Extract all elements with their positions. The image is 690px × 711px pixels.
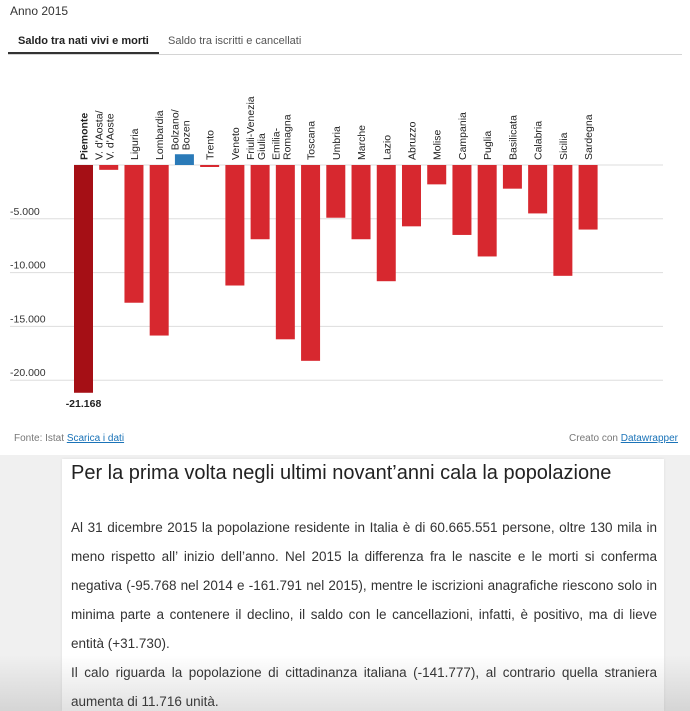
credit-note: Creato con Datawrapper (569, 433, 678, 444)
bar[interactable] (74, 165, 93, 393)
bar[interactable] (578, 165, 598, 230)
category-label: Bolzano/Bozen (169, 109, 192, 150)
category-label: Molise (432, 129, 444, 160)
y-tick-label: -20.000 (10, 367, 46, 379)
bar[interactable] (301, 165, 321, 361)
category-label: V. d'Aosta/V. d'Aoste (94, 110, 117, 160)
category-label: Friuli-VeneziaGiulia (245, 96, 268, 160)
tab-births-deaths[interactable]: Saldo tra nati vivi e morti (8, 28, 159, 54)
value-label: -21.168 (66, 398, 102, 410)
bar[interactable] (376, 165, 396, 282)
download-data-link[interactable]: Scarica i dati (66, 433, 125, 444)
article-title: Per la prima volta negli ultimi novant’a… (71, 462, 612, 484)
bar[interactable] (452, 165, 472, 235)
category-label: Abruzzo (406, 121, 418, 160)
chart-widget: Anno 2015 Saldo tra nati vivi e morti Sa… (0, 0, 690, 455)
tab-bar: Saldo tra nati vivi e morti Saldo tra is… (8, 28, 682, 55)
tab-registrations[interactable]: Saldo tra iscritti e cancellati (168, 35, 302, 47)
bar[interactable] (225, 165, 245, 286)
category-label: Veneto (230, 127, 242, 160)
bar[interactable] (200, 165, 220, 167)
category-label: Lazio (381, 135, 393, 160)
bar[interactable] (401, 165, 421, 227)
source-note: Fonte: Istat Scarica i dati (14, 433, 124, 444)
y-tick-label: -5.000 (10, 206, 40, 218)
bar-chart: -5.000 -10.000 -15.000 -20.000 Piemonte V. d… (10, 96, 663, 410)
category-label: Marche (356, 125, 368, 160)
category-label: Liguria (129, 128, 141, 160)
article-card: Per la prima volta negli ultimi novant’a… (62, 459, 664, 711)
credit-prefix: Creato con (569, 433, 618, 444)
y-tick-label: -15.000 (10, 313, 46, 325)
bar[interactable] (174, 154, 194, 165)
bar[interactable] (553, 165, 573, 276)
category-label: Sicilia (558, 132, 570, 160)
source-prefix: Fonte: Istat (14, 433, 65, 444)
bar[interactable] (427, 165, 447, 185)
category-label: Emilia-Romagna (270, 114, 293, 160)
bar[interactable] (351, 165, 371, 240)
category-label: Basilicata (507, 115, 519, 160)
category-label: Umbria (331, 126, 343, 160)
datawrapper-link[interactable]: Datawrapper (620, 433, 678, 444)
bar[interactable] (149, 165, 169, 336)
category-label: Toscana (306, 121, 318, 160)
category-label: Piemonte (79, 113, 91, 160)
category-label: Campania (457, 112, 469, 160)
category-label: Sardegna (583, 114, 595, 160)
article-paragraph: Il calo riguarda la popolazione di citta… (71, 665, 657, 709)
category-label: Trento (205, 130, 217, 160)
bar[interactable] (326, 165, 346, 218)
bar[interactable] (502, 165, 522, 189)
bar[interactable] (250, 165, 270, 240)
bar[interactable] (275, 165, 295, 340)
category-label: Puglia (482, 131, 494, 160)
bar[interactable] (528, 165, 548, 214)
bar[interactable] (99, 165, 119, 170)
y-tick-label: -10.000 (10, 260, 46, 272)
category-label: Lombardia (154, 110, 166, 160)
article-body: Al 31 dicembre 2015 la popolazione resid… (71, 513, 657, 711)
category-label: Calabria (533, 121, 545, 160)
bar[interactable] (124, 165, 144, 303)
bar[interactable] (477, 165, 497, 257)
year-label: Anno 2015 (10, 4, 69, 18)
article-paragraph: Al 31 dicembre 2015 la popolazione resid… (71, 520, 657, 651)
